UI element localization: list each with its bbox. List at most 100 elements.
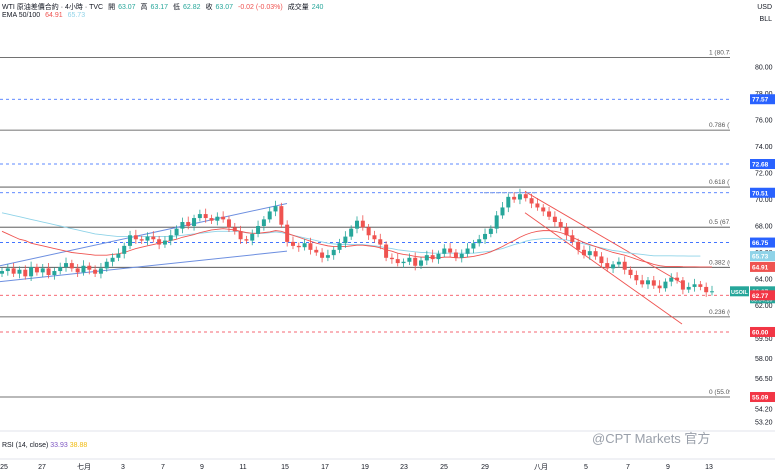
candle-body xyxy=(23,269,28,277)
dashed-horizontal-lines xyxy=(0,98,730,333)
candle-body xyxy=(506,196,511,208)
candlesticks xyxy=(0,188,714,297)
candle-body xyxy=(151,236,156,240)
price-tag: 55.09 xyxy=(750,392,775,403)
price-tag-value: 55.09 xyxy=(752,395,769,402)
watermark: @CPT Markets 官方 xyxy=(592,431,711,446)
candle-body xyxy=(477,239,482,244)
price-tag-value: 70.51 xyxy=(752,190,769,197)
candle-body xyxy=(325,255,330,258)
countdown-timer: 03:54:10 xyxy=(751,297,772,303)
time-tick-label: 7 xyxy=(161,464,165,471)
candle-body xyxy=(558,222,563,228)
candle-body xyxy=(529,198,534,204)
ema-label: EMA 50/100 xyxy=(2,12,41,19)
open-value: 63.07 xyxy=(118,4,136,11)
candle-body xyxy=(75,268,80,273)
price-tag-bg xyxy=(750,187,775,198)
fib-label: 0.236 (61.14) xyxy=(709,309,748,316)
candle-body xyxy=(157,239,162,245)
candle-body xyxy=(640,280,645,285)
fibonacci-levels: 1 (80.73) 0.786 (75.24) 0.618 (70.94) 0.5 (… xyxy=(0,49,748,398)
candle-body xyxy=(314,249,319,253)
time-tick-label: 七月 xyxy=(77,462,91,471)
candle-body xyxy=(279,206,284,225)
candle-body xyxy=(366,227,371,236)
candle-body xyxy=(93,269,98,274)
price-tag-value: 64.91 xyxy=(752,264,769,271)
time-axis[interactable]: 25 27 七月 3 7 9 11 15 17 19 23 25 29 八月 5 7 9 13 xyxy=(0,430,775,471)
price-tick-label: 74.00 xyxy=(755,144,773,151)
candle-body xyxy=(58,267,63,272)
candle-body xyxy=(430,255,435,260)
unit-label: BLL xyxy=(759,16,772,23)
time-tick-label: 5 xyxy=(584,464,588,471)
price-tag: 64.91 xyxy=(750,261,775,272)
time-tick-label: 13 xyxy=(705,464,713,471)
symbol-tag: USOIL xyxy=(731,290,748,296)
candle-body xyxy=(512,196,517,200)
ema50-value: 64.91 xyxy=(45,12,63,19)
candle-body xyxy=(436,253,441,260)
candle-body xyxy=(442,248,447,254)
volume-value: 240 xyxy=(311,4,324,11)
candle-body xyxy=(704,286,709,293)
candle-body xyxy=(331,249,336,256)
rsi-value-2: 38.88 xyxy=(69,442,88,449)
candle-body xyxy=(389,257,394,260)
candle-body xyxy=(535,203,540,208)
candle-body xyxy=(98,268,103,274)
fib-label: 0 (55.09) xyxy=(709,389,735,396)
candle-body xyxy=(413,257,418,266)
candle-body xyxy=(657,285,662,289)
price-tag-value: 66.75 xyxy=(752,240,769,247)
candle-body xyxy=(40,268,45,273)
candle-body xyxy=(576,241,581,250)
candle-body xyxy=(238,231,243,240)
price-tags: 77.5772.6870.5166.7565.7364.91USOIL63.07… xyxy=(730,94,775,403)
candle-body xyxy=(145,236,150,241)
price-tag-bg xyxy=(750,261,775,272)
candle-body xyxy=(453,252,458,258)
candle-body xyxy=(186,222,191,226)
candle-body xyxy=(168,235,173,241)
symbol-header: WTI 原油差價合約 · 4小時 · TVC 開 63.07 高 63.17 低 62… xyxy=(2,4,324,11)
ema-legend: EMA 50/100 64.91 65.73 xyxy=(2,12,88,19)
candle-body xyxy=(343,236,348,244)
candle-body xyxy=(122,245,127,254)
time-tick-label: 9 xyxy=(200,464,204,471)
candle-body xyxy=(302,243,307,248)
fib-label: 0.5 (67.91) xyxy=(709,219,740,226)
ema-lines xyxy=(1,212,712,268)
candle-body xyxy=(355,220,359,229)
price-tag-value: 62.77 xyxy=(752,293,769,300)
candle-body xyxy=(669,277,674,282)
price-tag-bg xyxy=(750,94,775,105)
fib-label: 0.786 (75.24) xyxy=(709,122,748,129)
time-tick-label: 23 xyxy=(400,464,408,471)
price-axis[interactable]: 80.0078.0076.0074.0072.0070.0068.0066.00… xyxy=(730,0,775,474)
candle-body xyxy=(547,211,552,217)
fib-label: 0.382 (64.88) xyxy=(709,259,748,266)
candle-body xyxy=(11,268,16,274)
candle-body xyxy=(290,241,295,246)
candle-body xyxy=(69,263,74,269)
candle-body xyxy=(128,235,133,246)
price-tag-value: 60.00 xyxy=(752,329,769,336)
symbol-tag-bg xyxy=(730,286,749,297)
time-tick-label: 3 xyxy=(121,464,125,471)
candle-body xyxy=(349,228,354,237)
candle-body xyxy=(174,228,179,236)
candle-body xyxy=(215,216,220,221)
candle-body xyxy=(424,255,429,261)
candle-body xyxy=(226,219,231,228)
candle-body xyxy=(587,251,592,256)
candle-body xyxy=(494,215,499,229)
candle-body xyxy=(192,218,197,226)
candle-body xyxy=(34,267,39,273)
rsi-label: RSI (14, close) xyxy=(2,442,49,449)
price-tag: 70.51 xyxy=(750,187,775,198)
candle-body xyxy=(465,248,470,254)
candle-body xyxy=(320,252,325,258)
